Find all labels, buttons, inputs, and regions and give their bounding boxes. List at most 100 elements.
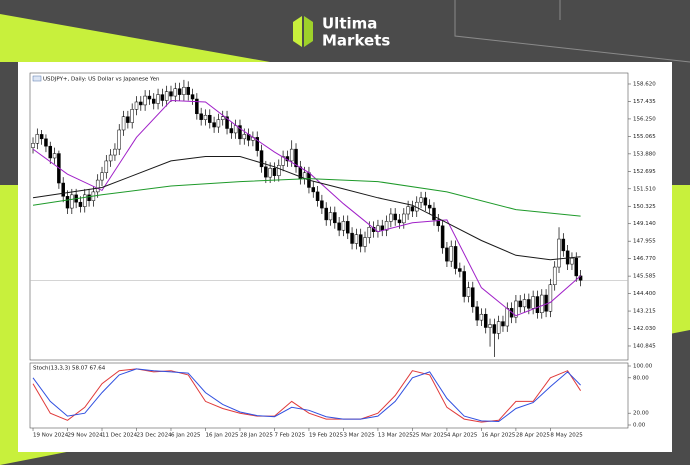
candle-body xyxy=(220,116,225,120)
candle-body xyxy=(440,225,445,249)
y-tick-label: 149.140 xyxy=(633,221,656,227)
candle-body xyxy=(134,101,139,110)
candle-body xyxy=(501,321,505,327)
candle-body xyxy=(70,194,74,209)
candle-body xyxy=(255,137,259,151)
y-tick-label: 140.845 xyxy=(633,343,656,349)
x-tick-label: 4 Apr 2025 xyxy=(447,433,478,439)
y-tick-label: 142.030 xyxy=(633,326,656,332)
x-tick-label: 28 Apr 2025 xyxy=(516,433,551,439)
candle-body xyxy=(190,94,195,100)
main-plot-frame xyxy=(29,72,629,361)
candle-body xyxy=(195,98,199,115)
indicator-title: Stoch(13,3,3) 58.07 67.64 xyxy=(33,366,106,372)
candle-body xyxy=(406,206,410,215)
candle-body xyxy=(48,145,53,159)
x-tick-label: 23 Dec 2024 xyxy=(136,433,172,439)
candle-body xyxy=(238,125,242,140)
candle-body xyxy=(552,266,557,285)
x-tick-label: 7 Feb 2025 xyxy=(274,433,305,439)
candle-body xyxy=(52,153,57,159)
y-tick-label: 100.00 xyxy=(633,364,653,370)
y-tick-label: 0.00 xyxy=(633,423,646,429)
candle-body xyxy=(277,165,281,176)
candle-body xyxy=(147,95,152,100)
candle-body xyxy=(225,116,229,129)
y-tick-label: 151.510 xyxy=(633,186,656,192)
y-tick-label: 144.400 xyxy=(633,291,656,297)
candle-body xyxy=(432,207,436,221)
candle-body xyxy=(281,156,285,166)
candle-body xyxy=(492,324,497,334)
candle-body xyxy=(87,194,91,201)
x-tick-label: 16 Jan 2025 xyxy=(205,433,238,439)
candle-body xyxy=(126,116,130,123)
y-tick-label: 153.880 xyxy=(633,151,656,157)
candle-body xyxy=(328,212,333,221)
logo-mark xyxy=(304,16,313,47)
candle-body xyxy=(156,94,160,104)
y-tick-label: 157.435 xyxy=(633,99,656,105)
x-tick-label: 29 Nov 2024 xyxy=(68,433,104,439)
candle-body xyxy=(139,101,143,106)
x-tick-label: 8 May 2025 xyxy=(550,433,583,439)
candle-body xyxy=(402,213,406,224)
candle-body xyxy=(496,321,501,334)
candle-body xyxy=(203,114,208,120)
candle-body xyxy=(393,213,397,221)
candle-body xyxy=(466,287,471,297)
candle-body xyxy=(229,128,234,134)
candle-body xyxy=(151,98,156,104)
y-tick-label: 152.695 xyxy=(633,169,656,175)
candle-body xyxy=(113,148,117,156)
candle-body xyxy=(212,122,216,128)
candle-body xyxy=(233,125,238,134)
candle-body xyxy=(483,313,488,328)
candle-body xyxy=(570,257,574,265)
candle-body xyxy=(311,187,316,193)
candle-body xyxy=(522,299,527,308)
x-tick-label: 6 Jan 2025 xyxy=(171,433,201,439)
moving-average xyxy=(32,156,581,261)
candle-body xyxy=(117,129,121,150)
candle-body xyxy=(354,234,359,244)
candle-body xyxy=(95,179,100,193)
candle-body xyxy=(182,86,186,95)
candle-body xyxy=(259,150,264,168)
candle-body xyxy=(531,296,535,309)
candle-body xyxy=(410,206,415,212)
candle-body xyxy=(264,166,268,178)
candle-body xyxy=(397,219,402,224)
candle-body xyxy=(367,227,372,238)
candle-body xyxy=(449,246,453,262)
x-tick-label: 3 Mar 2025 xyxy=(343,433,375,439)
candle-body xyxy=(169,91,173,97)
candle-body xyxy=(242,134,247,140)
candle-body xyxy=(341,221,346,231)
moving-average xyxy=(32,178,581,217)
candle-body xyxy=(177,88,182,95)
candle-body xyxy=(160,94,165,101)
candle-body xyxy=(83,194,87,207)
candle-body xyxy=(65,196,70,209)
y-tick-label: 156.250 xyxy=(633,116,656,122)
candle-body xyxy=(518,300,522,308)
candle-body xyxy=(427,204,432,209)
candle-body xyxy=(164,91,169,101)
candle-body xyxy=(315,191,320,201)
candle-body xyxy=(294,148,298,168)
candle-body xyxy=(445,247,449,262)
symbol-icon xyxy=(32,75,42,82)
candle-body xyxy=(208,114,212,123)
candle-body xyxy=(514,300,518,318)
candle-body xyxy=(561,238,566,252)
candle-body xyxy=(458,268,462,272)
x-tick-label: 19 Nov 2024 xyxy=(33,433,69,439)
decor-line xyxy=(454,0,690,63)
candle-body xyxy=(173,88,178,97)
chart-title: USDJPY+, Daily: US Dollar vs Japanese Ye… xyxy=(43,77,160,83)
candle-body xyxy=(471,287,475,308)
candle-body xyxy=(337,222,341,231)
